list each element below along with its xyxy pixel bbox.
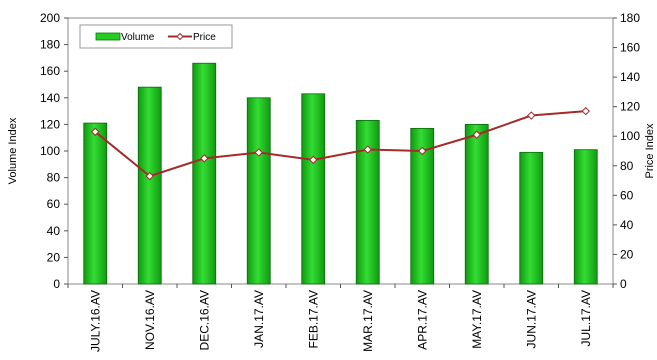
y-tick-label: 120 xyxy=(40,117,60,131)
y-tick-label: 60 xyxy=(47,197,61,211)
x-tick-label: MAR.17.AV xyxy=(361,290,375,352)
y-tick-label: 100 xyxy=(40,144,60,158)
y2-tick-label: 40 xyxy=(620,218,634,232)
price-point xyxy=(200,154,209,163)
y-tick-label: 40 xyxy=(47,224,61,238)
x-tick-label: DEC.16.AV xyxy=(197,290,211,350)
price-point xyxy=(145,171,154,181)
y-tick-label: 80 xyxy=(47,171,61,185)
volume-bar xyxy=(83,122,108,285)
price-point xyxy=(472,130,481,139)
y2-tick-label: 20 xyxy=(620,247,634,261)
y2-axis-label: Price Index xyxy=(644,123,656,179)
price-point xyxy=(363,145,372,154)
y2-tick-label: 100 xyxy=(620,129,640,143)
left-axis: 0 20 40 60 80 100 120 140 160 180 200 xyxy=(40,11,68,291)
y2-tick-label: 120 xyxy=(620,100,640,114)
x-tick-label: APR.17.AV xyxy=(415,290,429,350)
y-tick-label: 140 xyxy=(40,91,60,105)
price-point xyxy=(254,148,263,157)
volume-bar xyxy=(137,86,162,285)
y2-tick-label: 180 xyxy=(620,11,640,25)
volume-bar xyxy=(301,93,326,285)
x-tick-label: MAY.17.AV xyxy=(470,290,484,349)
x-tick-label: NOV.16.AV xyxy=(143,290,157,350)
y-tick-label: 160 xyxy=(40,64,60,78)
y-tick-label: 20 xyxy=(47,250,61,264)
x-axis: JULY.16.AV NOV.16.AV DEC.16.AV JAN.17.AV FEB… xyxy=(67,284,614,352)
x-tick-label: FEB.17.AV xyxy=(306,290,320,348)
legend-volume-swatch xyxy=(95,32,121,41)
legend: Volume Price xyxy=(79,24,233,49)
legend-volume-label: Volume xyxy=(121,32,155,43)
right-axis: 0 20 40 60 80 100 120 140 160 180 xyxy=(613,11,640,291)
x-tick-label: JULY.16.AV xyxy=(88,290,102,352)
y2-tick-label: 0 xyxy=(620,277,627,291)
price-line xyxy=(94,110,586,178)
y-axis-label: Volume Index xyxy=(7,117,19,184)
price-point xyxy=(418,146,427,156)
x-tick-label: JUN.17.AV xyxy=(524,290,538,348)
price-point xyxy=(309,155,318,165)
y-tick-label: 180 xyxy=(40,38,60,52)
price-line-group xyxy=(91,106,590,181)
y2-tick-label: 80 xyxy=(620,159,634,173)
volume-bar xyxy=(192,62,217,285)
price-point xyxy=(91,127,100,136)
x-tick-label: JAN.17.AV xyxy=(252,290,266,348)
volume-bar xyxy=(355,120,380,285)
y2-tick-label: 160 xyxy=(620,41,640,55)
volume-bar xyxy=(410,127,435,285)
y-tick-label: 0 xyxy=(53,277,60,291)
legend-price-marker xyxy=(176,32,184,41)
volume-bar xyxy=(246,97,271,285)
x-tick-label: JUL.17.AV xyxy=(579,290,593,346)
legend-box xyxy=(79,24,233,49)
y2-tick-label: 60 xyxy=(620,188,634,202)
volume-bar xyxy=(464,124,489,285)
volume-bar xyxy=(573,149,598,285)
volume-bars xyxy=(83,62,598,285)
y-tick-label: 200 xyxy=(40,11,60,25)
volume-bar xyxy=(519,151,544,285)
legend-price-label: Price xyxy=(193,32,216,43)
y2-tick-label: 140 xyxy=(620,70,640,84)
price-point xyxy=(527,111,536,120)
price-point xyxy=(581,106,590,116)
